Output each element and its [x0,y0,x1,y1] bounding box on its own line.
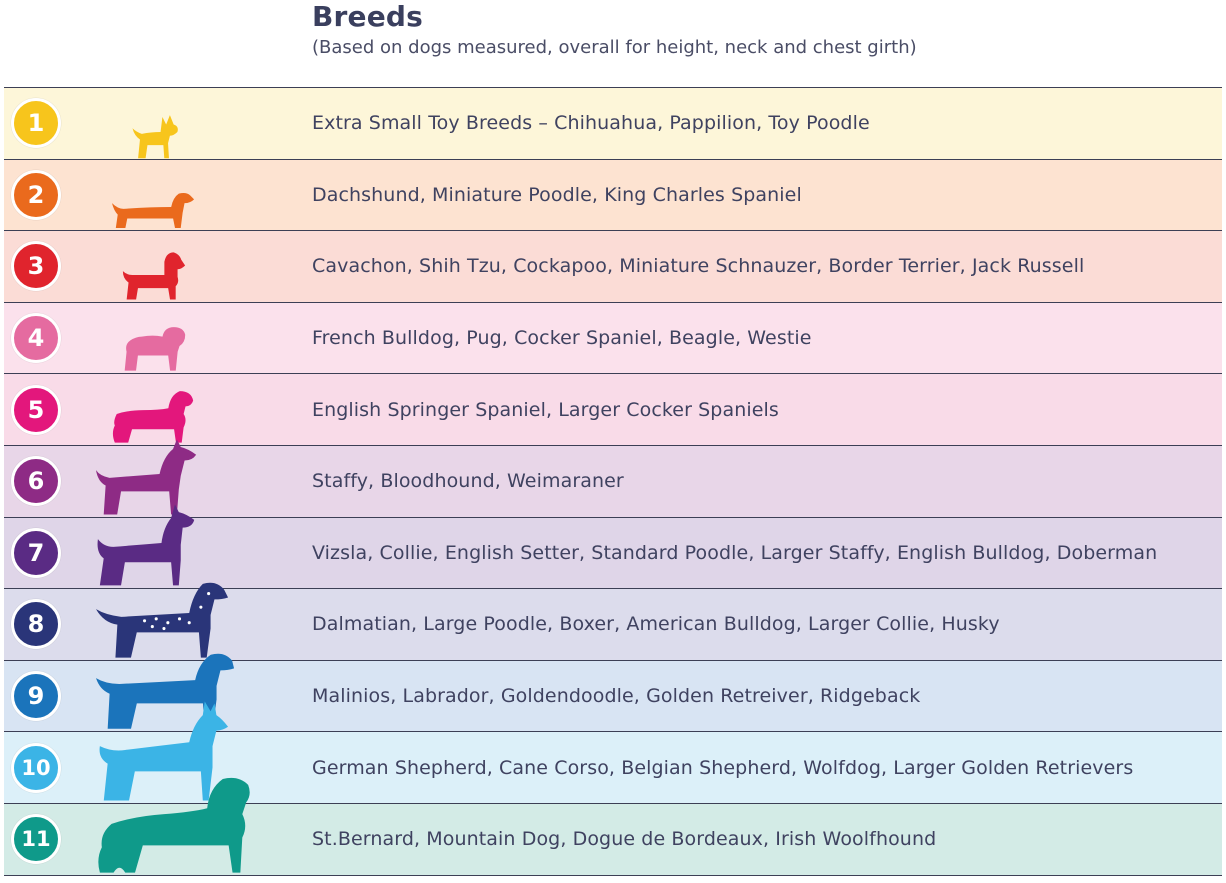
table-row: 3 Cavachon, Shih Tzu, Cockapoo, Miniature… [4,231,1222,303]
size-number-badge: 4 [11,313,61,364]
page-title: Breeds [312,0,424,33]
size-number-badge: 10 [11,742,61,793]
breed-list-text: Dalmatian, Large Poodle, Boxer, American… [312,613,1000,636]
breed-list-text: Cavachon, Shih Tzu, Cockapoo, Miniature … [312,255,1085,278]
page-subtitle: (Based on dogs measured, overall for hei… [312,37,917,58]
size-number-badge: 2 [11,169,61,220]
breed-list-text: Malinios, Labrador, Goldendoodle, Golden… [312,685,921,708]
breed-list-text: Staffy, Bloodhound, Weimaraner [312,470,624,493]
breed-list-text: Dachshund, Miniature Poodle, King Charle… [312,183,802,206]
breed-list-text: Extra Small Toy Breeds – Chihuahua, Papp… [312,112,870,135]
breed-list-text: German Shepherd, Cane Corso, Belgian She… [312,756,1134,779]
dalmatian-icon [96,582,229,658]
chihuahua-icon [132,114,178,158]
breed-list-text: French Bulldog, Pug, Cocker Spaniel, Bea… [312,327,812,350]
size-number-badge: 1 [11,98,61,149]
table-row: 4 French Bulldog, Pug, Cocker Spaniel, Be… [4,302,1222,375]
table-row: 1 Extra Small Toy Breeds – Chihuahua, Pap… [4,88,1222,160]
table-row: 8 Dalmatian, Large Poodle, Boxer, America… [4,582,1222,661]
breed-list-text: St.Bernard, Mountain Dog, Dogue de Borde… [312,828,937,851]
doberman-icon [97,504,195,586]
breed-list-text: English Springer Spaniel, Larger Cocker … [312,398,779,421]
size-number-badge: 11 [11,814,61,865]
table-row: 6 Staffy, Bloodhound, Weimaraner [4,438,1222,518]
german-shepherd-icon [99,701,229,801]
table-row: 5 English Springer Spaniel, Larger Cocker… [4,374,1222,446]
pug-icon [124,327,186,372]
schnauzer-icon [122,252,186,300]
breed-list-text: Vizsla, Collie, English Setter, Standard… [312,541,1158,564]
size-number-badge: 3 [11,241,61,292]
dachshund-icon [112,193,195,229]
spaniel-icon [112,391,194,443]
labrador-icon [96,654,235,730]
table-row: 10 German Shepherd, Cane Corso, Belgian S… [4,701,1222,804]
breed-size-table: 1 Extra Small Toy Breeds – Chihuahua, Pap… [4,87,1222,876]
size-number-badge: 6 [11,456,61,507]
size-number-badge: 5 [11,384,61,435]
size-number-badge: 8 [11,599,61,650]
weimaraner-icon [96,438,197,515]
table-row: 2 Dachshund, Miniature Poodle, King Charl… [4,159,1222,232]
table-row: 7 Vizsla, Collie, English Setter, Standar… [4,504,1222,590]
st-bernard-icon [98,777,250,873]
size-number-badge: 7 [11,527,61,578]
table-row: 11 St.Bernard, Mountain Dog, Dogue de Bor… [4,777,1222,876]
size-number-badge: 9 [11,671,61,722]
